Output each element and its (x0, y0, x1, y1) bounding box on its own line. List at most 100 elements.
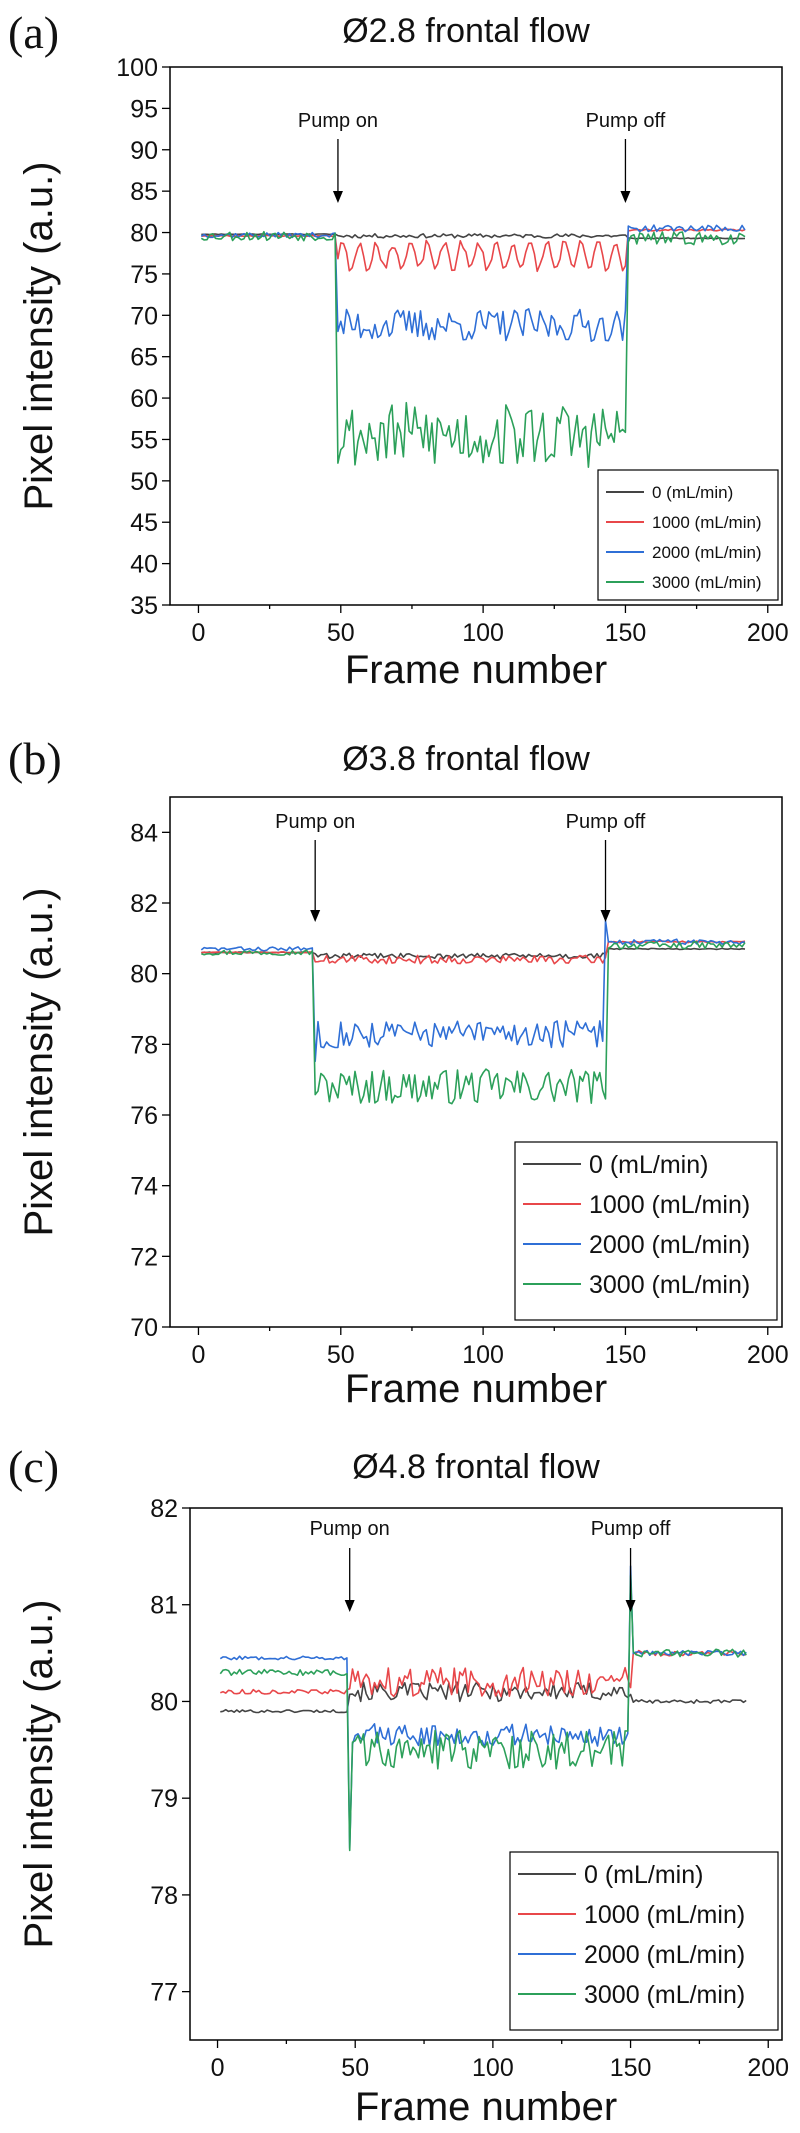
y-tick-label: 100 (116, 54, 158, 82)
x-tick-label: 200 (747, 2054, 789, 2082)
annotation-arrow-head (332, 191, 343, 203)
chart-panel-1: (a) Ø2.8 frontal flow 35 40 45 50 55 60 65 70 75 80… (8, 7, 789, 692)
series-line-4 (201, 941, 746, 1105)
x-tick-label: 100 (472, 2054, 514, 2082)
legend-entry: 1000 (mL/min) (652, 513, 762, 532)
legend-entry: 0 (mL/min) (584, 1861, 703, 1889)
chart-title: Ø2.8 frontal flow (342, 12, 590, 50)
y-tick-label: 80 (150, 1688, 178, 1716)
x-tick-label: 200 (747, 1341, 789, 1369)
y-axis-title: Pixel intensity (a.u.) (17, 887, 61, 1236)
legend-box (514, 1141, 778, 1321)
y-tick-label: 78 (150, 1882, 178, 1910)
x-tick-label: 150 (605, 1341, 647, 1369)
y-tick-label: 82 (150, 1495, 178, 1523)
x-tick-label: 100 (462, 1341, 504, 1369)
x-tick-label: 150 (605, 619, 647, 647)
legend: 0 (mL/min) 1000 (mL/min) 2000 (mL/min) 3000… (514, 1141, 778, 1321)
x-tick-label: 50 (327, 1341, 355, 1369)
chart-title: Ø3.8 frontal flow (342, 740, 590, 778)
legend: 0 (mL/min) 1000 (mL/min) 2000 (mL/min) 3000… (509, 1851, 779, 2031)
y-tick-label: 84 (130, 819, 158, 847)
annotation-arrow-head (620, 191, 631, 203)
x-tick-label: 100 (462, 619, 504, 647)
y-tick-label: 74 (130, 1173, 158, 1201)
y-tick-label: 65 (130, 344, 158, 372)
series-line-3 (200, 919, 746, 1063)
plot-frame (169, 796, 783, 1328)
legend-entry: 3000 (mL/min) (652, 573, 762, 592)
series-line-3 (200, 224, 746, 342)
panel-label: (c) (8, 1441, 59, 1492)
plot-frame (189, 1507, 783, 2041)
y-tick-label: 80 (130, 961, 158, 989)
legend-box (509, 1851, 779, 2031)
x-axis-title: Frame number (345, 648, 607, 692)
pump-on-label: Pump on (275, 811, 355, 833)
x-tick-label: 200 (747, 619, 789, 647)
pump-on-label: Pump on (310, 1518, 390, 1540)
y-tick-label: 77 (150, 1979, 178, 2007)
y-axis-title: Pixel intensity (a.u.) (17, 1599, 61, 1948)
legend: 0 (mL/min) 1000 (mL/min) 2000 (mL/min) 3000… (597, 469, 779, 601)
legend-entry: 1000 (mL/min) (584, 1901, 745, 1929)
y-tick-label: 40 (130, 551, 158, 579)
pump-on-label: Pump on (298, 110, 378, 132)
x-tick-label: 0 (192, 619, 206, 647)
y-tick-label: 76 (130, 1102, 158, 1130)
x-tick-label: 50 (341, 2054, 369, 2082)
legend-entry: 1000 (mL/min) (589, 1191, 750, 1219)
series-line-3 (219, 1565, 747, 1850)
y-tick-label: 72 (130, 1243, 158, 1271)
legend-entry: 0 (mL/min) (589, 1151, 708, 1179)
panel-label: (a) (8, 7, 59, 58)
series-line-4 (219, 1574, 747, 1852)
annotation-arrow-head (600, 910, 611, 922)
plot-frame (169, 66, 783, 606)
chart-panel-3: (c) Ø4.8 frontal flow 77 78 79 80 81 82 0 50 100 15… (8, 1441, 789, 2129)
pump-off-label: Pump off (591, 1518, 671, 1540)
series-line-1 (201, 947, 746, 960)
chart-title: Ø4.8 frontal flow (352, 1448, 600, 1486)
legend-entry: 3000 (mL/min) (584, 1981, 745, 2009)
x-axis-title: Frame number (355, 2085, 617, 2129)
y-tick-label: 75 (130, 261, 158, 289)
legend-entry: 0 (mL/min) (652, 483, 733, 502)
y-tick-label: 70 (130, 302, 158, 330)
y-tick-label: 35 (130, 592, 158, 620)
y-tick-label: 60 (130, 385, 158, 413)
x-axis-title: Frame number (345, 1367, 607, 1411)
chart-panel-2: (b) Ø3.8 frontal flow 70 72 74 76 78 80 82 84 0 50 1… (8, 733, 789, 1411)
y-tick-label: 70 (130, 1314, 158, 1342)
y-tick-label: 78 (130, 1031, 158, 1059)
pump-off-label: Pump off (566, 811, 646, 833)
y-tick-label: 50 (130, 468, 158, 496)
panel-label: (b) (8, 733, 62, 784)
x-tick-label: 150 (610, 2054, 652, 2082)
y-tick-label: 81 (150, 1592, 178, 1620)
y-tick-label: 80 (130, 220, 158, 248)
y-axis-title: Pixel intensity (a.u.) (17, 161, 61, 510)
y-tick-label: 85 (130, 178, 158, 206)
annotation-arrow-head (625, 1600, 636, 1612)
legend-entry: 3000 (mL/min) (589, 1271, 750, 1299)
series-line-1 (220, 1681, 747, 1714)
y-tick-label: 82 (130, 890, 158, 918)
series-line-4 (200, 230, 746, 468)
pump-off-label: Pump off (586, 110, 666, 132)
legend-entry: 2000 (mL/min) (584, 1941, 745, 1969)
legend-entry: 2000 (mL/min) (652, 543, 762, 562)
series-line-1 (201, 233, 746, 240)
legend-entry: 2000 (mL/min) (589, 1231, 750, 1259)
y-tick-label: 79 (150, 1785, 178, 1813)
x-tick-label: 0 (192, 1341, 206, 1369)
y-tick-label: 45 (130, 509, 158, 537)
x-tick-label: 50 (327, 619, 355, 647)
annotation-arrow-head (344, 1600, 355, 1612)
x-tick-label: 0 (211, 2054, 225, 2082)
annotation-arrow-head (310, 910, 321, 922)
y-tick-label: 55 (130, 426, 158, 454)
y-tick-label: 95 (130, 95, 158, 123)
y-tick-label: 90 (130, 137, 158, 165)
